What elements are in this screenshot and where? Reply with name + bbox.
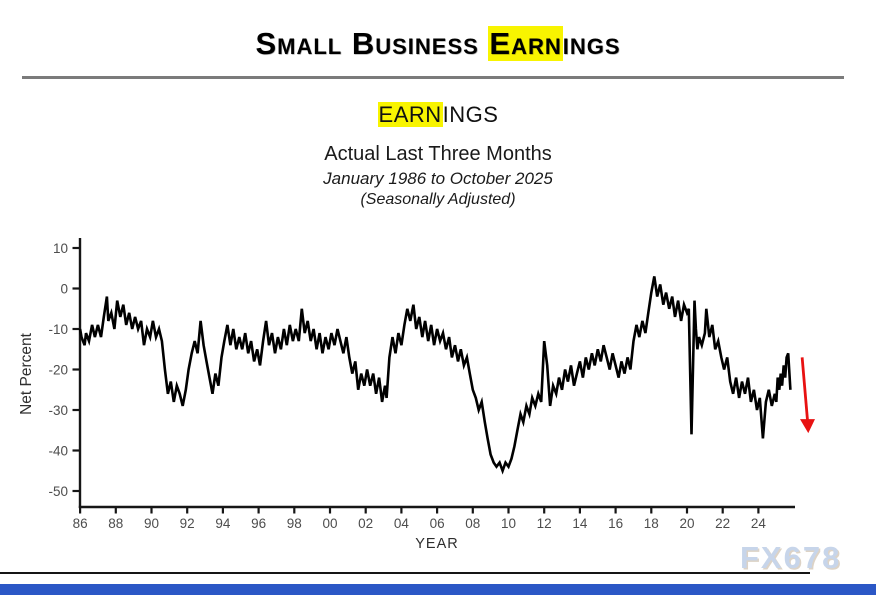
x-tick-label: 18 [644, 516, 659, 531]
x-tick-label: 00 [322, 516, 337, 531]
x-tick-label: 08 [465, 516, 480, 531]
y-tick-label: 10 [53, 241, 68, 256]
chart-note: (Seasonally Adjusted) [360, 191, 516, 208]
data-line [78, 276, 792, 475]
x-tick-label: 22 [715, 516, 730, 531]
chart-subtitle: Actual Last Three Months [324, 143, 552, 165]
y-tick-label: -10 [48, 322, 68, 337]
footer-bar [0, 584, 876, 595]
x-tick-label: 06 [430, 516, 445, 531]
x-axis-title: YEAR [415, 536, 459, 552]
chart-title: EARNINGS [0, 102, 876, 128]
x-tick-label: 92 [180, 516, 195, 531]
page-title-part2: ings [562, 26, 621, 61]
trend-arrow-shaft [800, 357, 809, 421]
x-tick-label: 88 [108, 516, 123, 531]
x-tick-label: 16 [608, 516, 623, 531]
x-tick-label: 10 [501, 516, 516, 531]
y-tick-label: -50 [48, 484, 68, 499]
x-tick-label: 12 [537, 516, 552, 531]
chart-title-part2: INGS [442, 102, 499, 127]
x-tick-label: 04 [394, 516, 410, 531]
x-tick-label: 90 [144, 516, 159, 531]
chart-period: January 1986 to October 2025 [323, 169, 553, 188]
x-tick-label: 86 [73, 516, 88, 531]
title-divider [22, 76, 844, 79]
x-tick-label: 96 [251, 516, 266, 531]
y-tick-label: 0 [60, 281, 68, 296]
x-tick-label: 24 [751, 516, 767, 531]
x-tick-label: 98 [287, 516, 302, 531]
y-axis-title: Net Percent [18, 332, 35, 415]
trend-arrow-head [799, 419, 815, 434]
page-title-part1: Small Business [255, 26, 489, 61]
earnings-line-chart: 10 0 -10 -20 -30 -40 -50 86 88 90 92 94 96 98 00 02 04 06… [18, 238, 815, 552]
page-title-highlight: Earn [488, 26, 563, 61]
x-tick-label: 14 [572, 516, 588, 531]
y-tick-label: -40 [48, 443, 68, 458]
y-tick-label: -20 [48, 362, 68, 377]
y-tick-label: -30 [48, 403, 68, 418]
page-title: Small Business Earnings [0, 26, 876, 62]
chart-title-highlight: EARN [377, 102, 443, 127]
x-tick-label: 02 [358, 516, 373, 531]
footer-rule [0, 572, 810, 574]
x-tick-label: 94 [215, 516, 231, 531]
watermark: FX678 [740, 540, 842, 575]
x-tick-label: 20 [679, 516, 694, 531]
